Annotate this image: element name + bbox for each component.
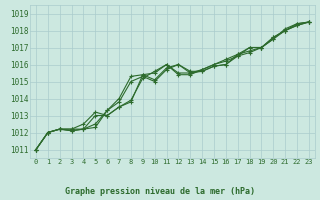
Text: Graphe pression niveau de la mer (hPa): Graphe pression niveau de la mer (hPa)	[65, 187, 255, 196]
